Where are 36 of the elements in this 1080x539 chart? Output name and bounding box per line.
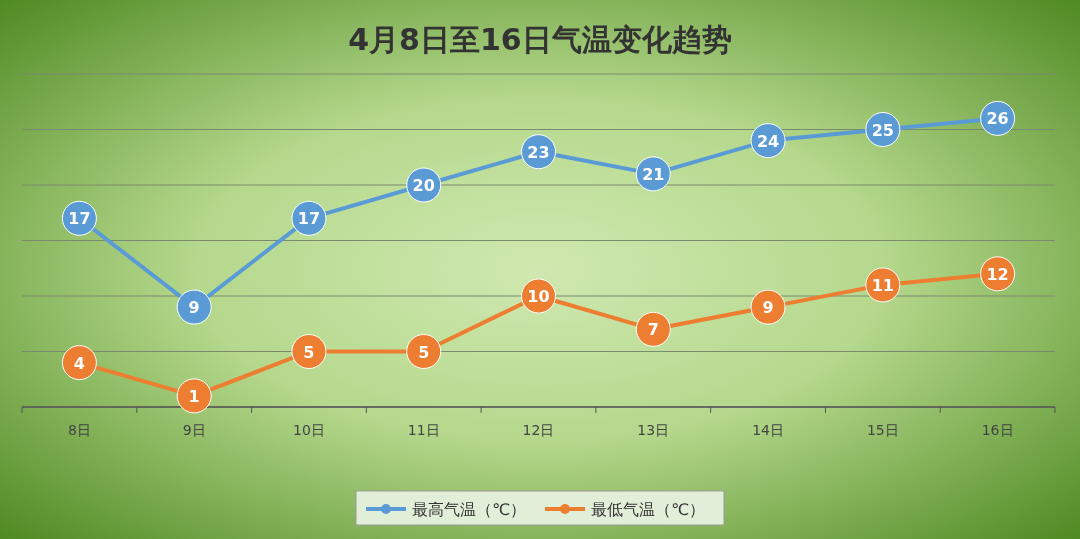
x-tick-label: 12日 bbox=[522, 422, 555, 438]
data-label: 24 bbox=[756, 131, 780, 151]
data-label: 5 bbox=[303, 342, 315, 362]
data-label: 25 bbox=[871, 120, 894, 140]
chart-title: 4月8日至16日气温变化趋势 bbox=[348, 22, 732, 57]
data-label: 9 bbox=[188, 298, 200, 318]
x-tick-label: 13日 bbox=[637, 422, 670, 438]
point bbox=[176, 289, 212, 325]
data-label: 11 bbox=[871, 275, 894, 295]
legend-label: 最高气温（℃） bbox=[412, 500, 526, 519]
data-label: 10 bbox=[527, 287, 550, 306]
data-label: 26 bbox=[986, 109, 1009, 129]
x-tick-label: 10日 bbox=[293, 422, 325, 438]
x-tick-label: 11日 bbox=[407, 422, 440, 438]
x-tick-label: 15日 bbox=[866, 422, 899, 438]
point bbox=[176, 378, 212, 414]
data-label: 12 bbox=[986, 264, 1009, 284]
data-label: 4 bbox=[73, 353, 85, 373]
point bbox=[291, 334, 327, 369]
x-tick-label: 16日 bbox=[981, 422, 1014, 438]
data-label: 5 bbox=[418, 342, 430, 362]
data-label: 21 bbox=[642, 164, 665, 184]
data-label: 1 bbox=[188, 386, 200, 406]
data-label: 17 bbox=[297, 209, 321, 229]
x-tick-label: 8日 bbox=[67, 422, 91, 438]
data-label: 9 bbox=[762, 298, 774, 318]
data-label: 17 bbox=[68, 209, 91, 229]
data-label: 7 bbox=[647, 320, 659, 340]
data-label: 23 bbox=[527, 142, 550, 162]
point bbox=[750, 289, 786, 325]
x-tick-label: 9日 bbox=[182, 422, 206, 438]
point bbox=[406, 334, 442, 369]
x-tick-label: 14日 bbox=[752, 422, 784, 438]
data-label: 20 bbox=[412, 176, 435, 195]
legend-label: 最低气温（℃） bbox=[591, 500, 705, 519]
point bbox=[635, 311, 671, 347]
